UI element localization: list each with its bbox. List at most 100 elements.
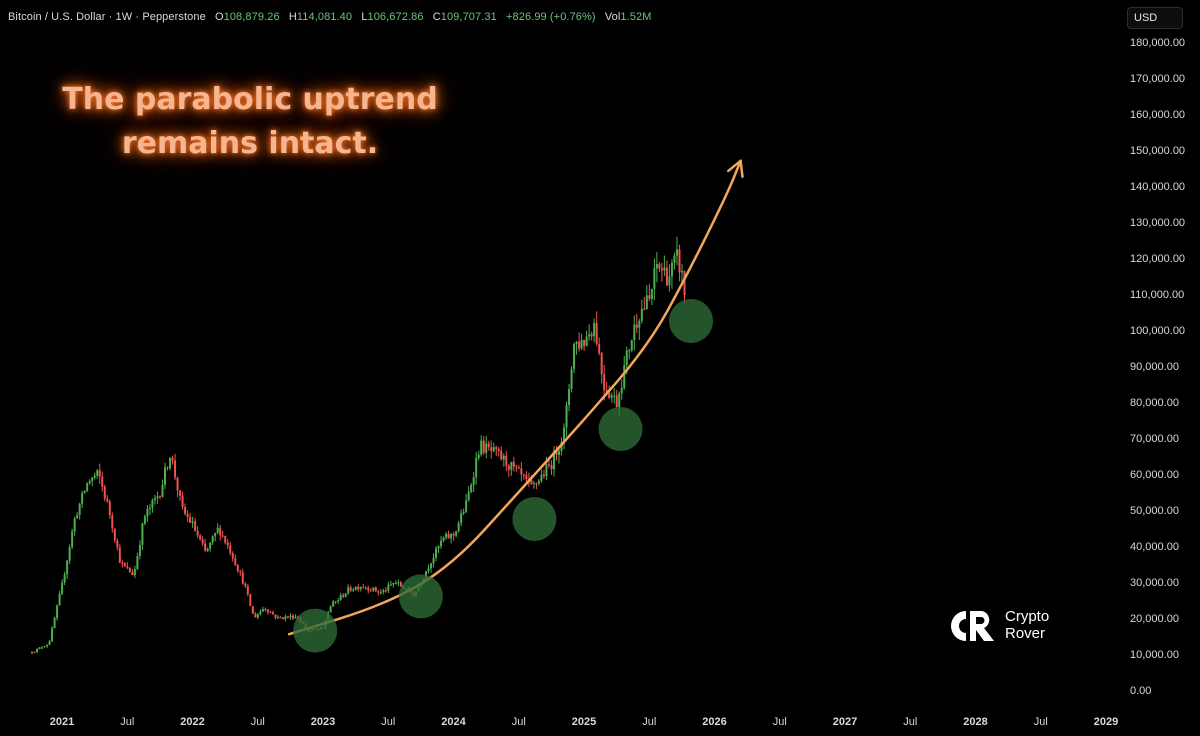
x-tick-label: 2022 xyxy=(180,716,204,728)
candle-body xyxy=(427,568,430,572)
y-tick-label: 140,000.00 xyxy=(1130,181,1185,193)
candle-body xyxy=(537,480,540,484)
candle-body xyxy=(53,617,56,629)
candle-body xyxy=(633,324,636,341)
x-tick-label: Jul xyxy=(512,716,526,728)
ohlc-low: 106,672.86 xyxy=(367,11,424,23)
ohlc-change: +826.99 (+0.76%) xyxy=(505,11,596,23)
candle-body xyxy=(123,563,126,567)
candle-body xyxy=(598,344,601,354)
candle-body xyxy=(457,522,460,532)
candle-body xyxy=(291,615,294,619)
support-highlights-layer xyxy=(293,299,714,653)
candle-body xyxy=(337,600,340,602)
candle-body xyxy=(246,586,249,595)
candle-body xyxy=(284,616,287,620)
candle-body xyxy=(334,601,337,603)
candle-body xyxy=(648,295,651,299)
candle-body xyxy=(352,589,355,591)
y-tick-label: 150,000.00 xyxy=(1130,145,1185,157)
ohlc-close-label: C xyxy=(432,11,441,23)
crypto-rover-logo-icon xyxy=(951,611,994,641)
y-tick-label: 160,000.00 xyxy=(1130,109,1185,121)
candle-body xyxy=(46,644,49,647)
candle-body xyxy=(204,543,207,551)
candle-body xyxy=(141,523,144,545)
candle-body xyxy=(181,495,184,507)
candle-body xyxy=(658,264,661,269)
candle-body xyxy=(379,592,382,594)
candle-body xyxy=(555,450,558,456)
support-highlight xyxy=(293,608,338,653)
candle-body xyxy=(585,336,588,346)
candle-body xyxy=(467,491,470,501)
candle-body xyxy=(588,334,591,337)
candle-body xyxy=(502,455,505,460)
candle-body xyxy=(216,527,219,533)
candle-body xyxy=(56,605,59,618)
candle-body xyxy=(349,587,352,591)
currency-button[interactable]: USD xyxy=(1127,7,1183,29)
x-tick-label: Jul xyxy=(1034,716,1048,728)
candle-body xyxy=(156,496,159,499)
candle-body xyxy=(432,557,435,564)
candle-body xyxy=(294,616,297,619)
candle-body xyxy=(480,440,483,455)
y-tick-label: 120,000.00 xyxy=(1130,253,1185,265)
candle-body xyxy=(399,582,402,587)
candle-body xyxy=(369,590,372,592)
candle-body xyxy=(51,628,54,642)
candle-body xyxy=(153,498,156,500)
candle-body xyxy=(542,474,545,477)
candle-body xyxy=(643,308,646,310)
candle-body xyxy=(63,574,66,583)
candle-body xyxy=(146,508,149,517)
candle-body xyxy=(568,389,571,406)
candle-body xyxy=(289,615,292,618)
candle-body xyxy=(241,572,244,584)
candle-body xyxy=(96,470,99,476)
candle-body xyxy=(550,464,553,470)
candle-body xyxy=(545,464,548,477)
candle-body xyxy=(169,457,172,469)
candle-body xyxy=(86,483,89,492)
candle-body xyxy=(88,480,91,484)
candle-body xyxy=(522,474,525,476)
candle-body xyxy=(219,527,222,536)
candle-body xyxy=(58,593,61,606)
candle-body xyxy=(76,515,79,519)
candle-body xyxy=(615,395,618,408)
candle-body xyxy=(101,476,104,487)
candle-body xyxy=(161,484,164,498)
candle-body xyxy=(196,530,199,536)
candle-body xyxy=(530,480,533,484)
candle-body xyxy=(266,609,269,613)
candle-body xyxy=(387,584,390,591)
candle-body xyxy=(580,339,583,349)
candle-body xyxy=(610,395,613,398)
candle-body xyxy=(143,516,146,524)
candle-body xyxy=(680,270,683,273)
candle-body xyxy=(650,288,653,299)
candle-body xyxy=(563,427,566,443)
candle-body xyxy=(655,264,658,269)
candle-body xyxy=(447,533,450,539)
candle-body xyxy=(339,595,342,601)
candle-body xyxy=(81,492,84,504)
y-tick-label: 170,000.00 xyxy=(1130,73,1185,85)
candle-body xyxy=(261,609,264,612)
candle-body xyxy=(43,646,46,648)
candle-body xyxy=(234,558,237,566)
candle-body xyxy=(71,531,74,548)
brand-line-2: Rover xyxy=(1005,625,1046,642)
candle-body xyxy=(532,483,535,485)
x-tick-label: 2027 xyxy=(833,716,857,728)
candle-body xyxy=(138,544,141,557)
candle-body xyxy=(364,587,367,589)
candle-body xyxy=(48,641,51,645)
candle-body xyxy=(163,467,166,485)
x-tick-label: Jul xyxy=(773,716,787,728)
candle-body xyxy=(201,539,204,544)
y-tick-label: 70,000.00 xyxy=(1130,433,1179,445)
